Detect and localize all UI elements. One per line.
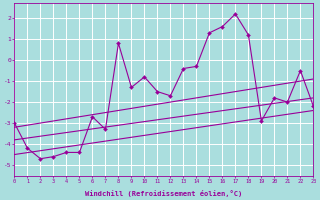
X-axis label: Windchill (Refroidissement éolien,°C): Windchill (Refroidissement éolien,°C) bbox=[85, 190, 243, 197]
